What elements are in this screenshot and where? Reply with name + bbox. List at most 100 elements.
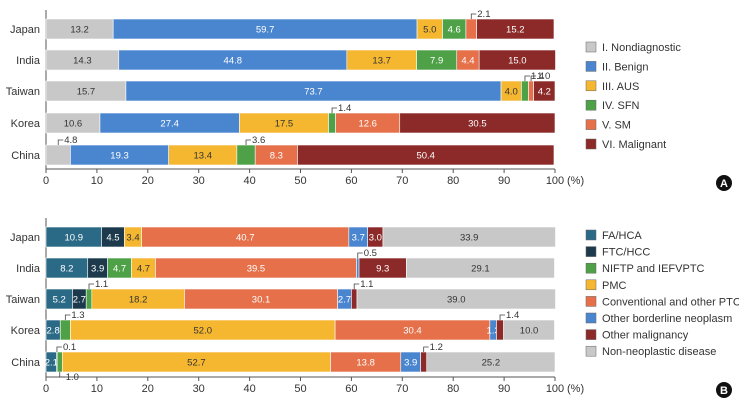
bar-value-label: 8.2 bbox=[60, 264, 73, 275]
x-tick-label: 40 bbox=[243, 383, 255, 395]
legend-label: Other malignancy bbox=[602, 330, 689, 342]
bar-segment bbox=[399, 112, 556, 134]
panel-label: A bbox=[720, 178, 728, 190]
legend-swatch bbox=[585, 345, 597, 357]
legend-label: Conventional and other PTC bbox=[602, 296, 739, 308]
legend-swatch bbox=[585, 329, 597, 340]
bar-segment bbox=[356, 288, 556, 310]
x-tick-label: 10 bbox=[91, 175, 103, 187]
legend-swatch bbox=[585, 262, 597, 274]
x-tick-label: 60 bbox=[345, 383, 357, 395]
x-tick-label: 20 bbox=[142, 383, 154, 395]
bar-segment bbox=[297, 144, 555, 166]
panel-label: B bbox=[720, 385, 728, 397]
bar-value-label: 30.5 bbox=[468, 119, 487, 130]
bar-value-label: 73.7 bbox=[304, 87, 323, 98]
legend-swatch bbox=[585, 99, 597, 111]
x-tick-label: 20 bbox=[142, 175, 154, 187]
bar-value-label: 10.6 bbox=[64, 119, 83, 130]
x-tick-label: 0 bbox=[43, 383, 49, 395]
category-label-japan: Japan bbox=[10, 232, 40, 244]
callout-value-label: 2.1 bbox=[477, 9, 490, 20]
bar-value-label: 12.6 bbox=[358, 119, 377, 130]
callout-leader bbox=[423, 346, 429, 352]
bar-value-label: 15.2 bbox=[506, 25, 525, 36]
bar-value-label: 27.4 bbox=[160, 119, 179, 130]
x-tick-label: 60 bbox=[345, 175, 357, 187]
bar-segment bbox=[236, 144, 256, 166]
callout-leader bbox=[470, 13, 477, 19]
x-tick-label: 50 bbox=[294, 383, 306, 395]
bar-value-label: 3.0 bbox=[369, 233, 382, 244]
callout-value-label: 1.1 bbox=[360, 279, 373, 290]
legend-label: I. Nondiagnostic bbox=[602, 42, 681, 54]
legend-swatch bbox=[585, 279, 597, 291]
callout-value-label: 0.5 bbox=[364, 248, 377, 259]
x-tick-label: 30 bbox=[193, 175, 205, 187]
category-label-india: India bbox=[16, 55, 41, 67]
category-label-china: China bbox=[11, 357, 41, 369]
bar-value-label: 39.0 bbox=[447, 295, 466, 306]
legend-label: III. AUS bbox=[602, 81, 639, 93]
bar-segment bbox=[533, 80, 556, 102]
panel-badge bbox=[716, 175, 732, 191]
legend-label: IV. SFN bbox=[602, 100, 640, 112]
bar-segment bbox=[85, 288, 93, 310]
legend-swatch bbox=[585, 312, 597, 324]
panel-badge bbox=[716, 382, 732, 398]
category-label-india: India bbox=[16, 263, 41, 275]
callout-value-label: 3.6 bbox=[252, 135, 265, 146]
legend-label: II. Benign bbox=[602, 61, 648, 73]
callout-value-label: 1.1 bbox=[95, 279, 108, 290]
callout-leader bbox=[56, 346, 62, 352]
bar-value-label: 4.5 bbox=[106, 233, 119, 244]
callout-leader bbox=[57, 139, 64, 145]
bar-value-label: 17.5 bbox=[275, 119, 294, 130]
x-tick-label: 70 bbox=[396, 175, 408, 187]
category-label-china: China bbox=[11, 150, 41, 162]
bar-value-label: 10.9 bbox=[64, 233, 83, 244]
x-tick-label: 0 bbox=[43, 175, 49, 187]
legend-label: PMC bbox=[602, 280, 627, 292]
bar-segment bbox=[356, 257, 360, 279]
bar-value-label: 15.7 bbox=[77, 87, 96, 98]
callout-value-label: 1.0 bbox=[66, 372, 79, 383]
bar-value-label: 2.7 bbox=[73, 295, 86, 306]
bar-value-label: 39.5 bbox=[247, 264, 266, 275]
legend-label: Other borderline neoplasm bbox=[602, 313, 732, 325]
legend-swatch bbox=[585, 61, 597, 72]
chart-panel-b: 0 10 20 30 40 50 60 70 80 90 100 (%) Japan 10.9 4.5 3.4… bbox=[6, 218, 739, 398]
bar-value-label: 5.0 bbox=[423, 25, 436, 36]
callout-value-label: 1.2 bbox=[430, 342, 443, 353]
bar-value-label: 5.2 bbox=[53, 295, 66, 306]
bar-value-label: 52.0 bbox=[194, 326, 213, 337]
legend-label: Non-neoplastic disease bbox=[602, 346, 716, 358]
legend-label: FTC/HCC bbox=[602, 247, 650, 259]
bar-value-label: 4.7 bbox=[137, 264, 150, 275]
bar-value-label: 4.4 bbox=[461, 56, 474, 67]
bar-value-label: 14.3 bbox=[73, 56, 92, 67]
legend-swatch bbox=[585, 119, 597, 130]
legend-swatch bbox=[585, 229, 597, 241]
x-tick-label: 10 bbox=[91, 383, 103, 395]
callout-leader bbox=[524, 75, 530, 81]
callout-value-label: 1.3 bbox=[71, 310, 84, 321]
chart-panel-a: 0 10 20 30 40 50 60 70 80 90 100 (%) Japan 13.2 59.7 5.… bbox=[6, 9, 732, 191]
bar-value-label: 50.4 bbox=[416, 151, 435, 162]
bar-value-label: 59.7 bbox=[256, 25, 275, 36]
x-tick-label: 50 bbox=[294, 175, 306, 187]
callout-leader bbox=[357, 252, 363, 258]
legend-label: VI. Malignant bbox=[602, 139, 666, 151]
bar-value-label: 44.8 bbox=[224, 56, 243, 67]
bar-segment bbox=[503, 319, 555, 341]
bar-value-label: 10.0 bbox=[520, 326, 539, 337]
callout-leader bbox=[59, 372, 65, 378]
bar-value-label: 25.2 bbox=[482, 358, 501, 369]
callout-value-label: 0.1 bbox=[63, 342, 76, 353]
category-label-taiwan: Taiwan bbox=[6, 86, 40, 98]
bar-value-label: 2.8 bbox=[47, 326, 60, 337]
x-axis-unit: (%) bbox=[567, 175, 584, 187]
x-tick-label: 30 bbox=[193, 383, 205, 395]
bar-value-label: 9.3 bbox=[376, 264, 389, 275]
